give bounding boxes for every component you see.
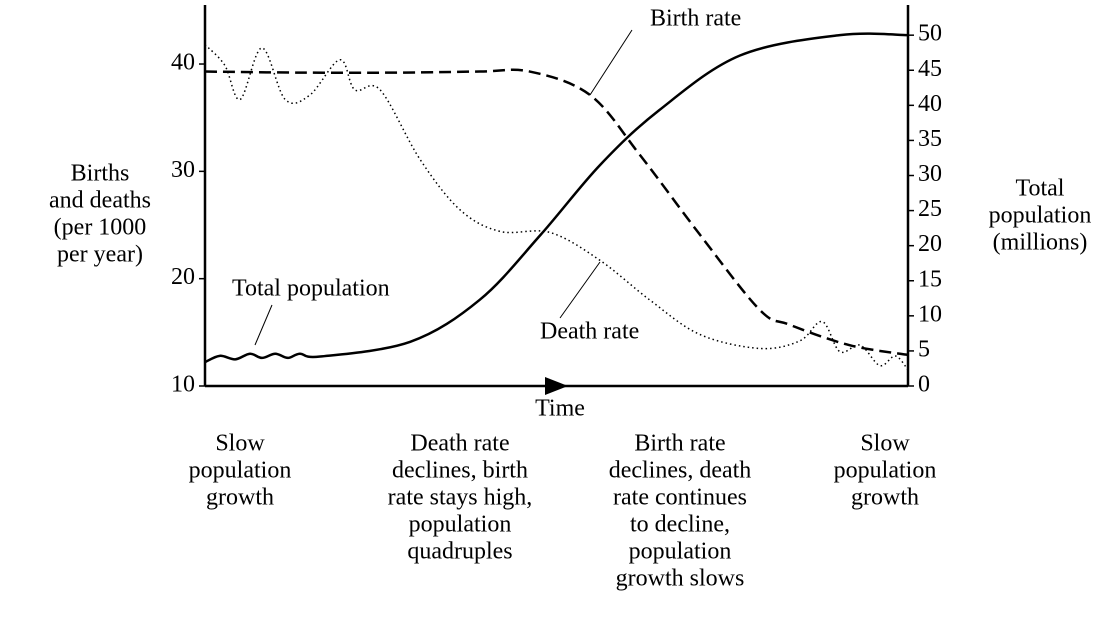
y2-tick-label: 25 [918, 196, 942, 222]
y-axis-label: (per 1000 [54, 215, 147, 241]
y-tick-label: 20 [171, 264, 195, 290]
stage-label: declines, birth [392, 458, 528, 484]
stage-label: growth [851, 485, 919, 511]
y-tick-label: 30 [171, 157, 195, 183]
y2-tick-label: 10 [918, 301, 942, 327]
y2-tick-label: 40 [918, 91, 942, 117]
stage-label: to decline, [630, 512, 730, 538]
stage-label: Death rate [410, 431, 509, 457]
y2-tick-label: 0 [918, 372, 930, 398]
y-axis-label: and deaths [49, 188, 151, 214]
series-label: Death rate [540, 319, 639, 345]
stage-label: Slow [860, 431, 910, 457]
stage-label: quadruples [407, 539, 512, 565]
stage-label: population [189, 458, 292, 484]
stage-label: growth [206, 485, 274, 511]
stage-label: population [834, 458, 937, 484]
y2-tick-label: 45 [918, 56, 942, 82]
line [204, 32, 909, 364]
stage-label: rate stays high, [388, 485, 533, 511]
y-axis-label: Births [71, 161, 130, 187]
x-axis-label: Time [535, 396, 585, 422]
stage-label: population [409, 512, 512, 538]
stage-label: declines, death [609, 458, 752, 484]
y2-axis-label: population [989, 203, 1092, 229]
y-tick-label: 10 [171, 372, 195, 398]
y-tick-label: 40 [171, 50, 195, 76]
leader-line [559, 261, 601, 319]
stage-label: population [629, 539, 732, 565]
line [204, 68, 909, 357]
y-axis-label: per year) [57, 242, 143, 268]
y2-tick-label: 50 [918, 21, 942, 47]
y2-tick-label: 35 [918, 126, 942, 152]
leader-line [254, 304, 273, 346]
y2-axis-label: Total [1016, 176, 1065, 202]
y2-tick-label: 20 [918, 231, 942, 257]
line [204, 44, 909, 371]
stage-label: Birth rate [634, 431, 725, 457]
stage-label: rate continues [613, 485, 747, 511]
series-label: Birth rate [650, 6, 741, 32]
time-arrow [545, 377, 568, 395]
series-label: Total population [232, 276, 390, 302]
y2-tick-label: 15 [918, 266, 942, 292]
stage-label: Slow [215, 431, 265, 457]
y2-axis-label: (millions) [993, 230, 1088, 256]
y2-tick-label: 30 [918, 161, 942, 187]
y2-tick-label: 5 [918, 336, 930, 362]
stage-label: growth slows [616, 566, 745, 592]
leader-line [589, 29, 633, 96]
